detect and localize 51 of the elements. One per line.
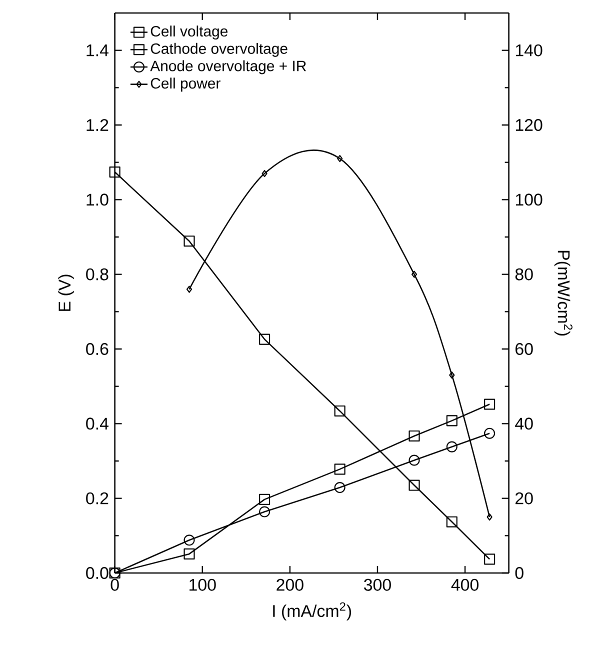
point bbox=[334, 482, 346, 494]
y-tick-label: 0.8 bbox=[86, 268, 108, 280]
point bbox=[484, 398, 496, 410]
point bbox=[446, 441, 458, 452]
y2-tick-label: 120 bbox=[516, 119, 542, 131]
legend-label: Cell voltage bbox=[150, 26, 228, 40]
y-tick-label: 1.2 bbox=[86, 119, 108, 131]
x-tick-label: 200 bbox=[276, 578, 304, 591]
point bbox=[484, 428, 496, 439]
y-tick-label: 0.4 bbox=[86, 418, 109, 430]
x-tick-label: 100 bbox=[190, 578, 216, 591]
x-tick-label: 300 bbox=[364, 578, 392, 591]
point bbox=[408, 454, 420, 466]
point bbox=[337, 155, 343, 162]
y-tick-label: 0.2 bbox=[86, 492, 108, 504]
point bbox=[484, 554, 496, 565]
y2-tick-label: 60 bbox=[516, 343, 533, 355]
point bbox=[446, 516, 458, 528]
point bbox=[408, 430, 420, 442]
y-tick-label: 0.6 bbox=[86, 343, 108, 355]
x-tick-label: 0 bbox=[110, 578, 119, 591]
legend-label: Cell power bbox=[150, 78, 221, 92]
x-axis-title: I (mA/cm$^{2}$) bbox=[273, 602, 352, 620]
y2-axis-title: P(mW/cm$^{2}$) bbox=[554, 250, 573, 336]
y2-tick-label: 100 bbox=[516, 194, 542, 206]
point bbox=[184, 534, 195, 546]
point bbox=[334, 464, 346, 475]
point bbox=[184, 236, 195, 247]
point bbox=[408, 480, 420, 491]
legend-label: Cathode overvoltage bbox=[150, 42, 288, 57]
y-tick-label: 0.0 bbox=[86, 567, 108, 579]
point bbox=[334, 405, 346, 416]
point bbox=[184, 548, 195, 560]
legend-label: Anode overvoltage + IR bbox=[150, 60, 306, 74]
y2-tick-label: 80 bbox=[515, 268, 533, 280]
y-tick-label: 1.0 bbox=[86, 194, 108, 206]
y2-tick-label: 0 bbox=[515, 567, 524, 579]
point bbox=[259, 334, 270, 345]
y2-tick-label: 140 bbox=[516, 44, 542, 56]
y2-tick-label: 40 bbox=[515, 418, 533, 430]
point bbox=[449, 372, 455, 379]
point bbox=[259, 506, 270, 518]
point bbox=[259, 494, 270, 505]
y-axis-title: E (V) bbox=[58, 274, 74, 311]
x-tick-label: 400 bbox=[451, 578, 479, 591]
point bbox=[109, 166, 120, 178]
y-tick-label: 1.4 bbox=[86, 44, 109, 56]
y2-tick-label: 20 bbox=[516, 492, 533, 504]
point bbox=[262, 170, 268, 178]
point bbox=[412, 270, 418, 278]
point bbox=[446, 415, 458, 426]
